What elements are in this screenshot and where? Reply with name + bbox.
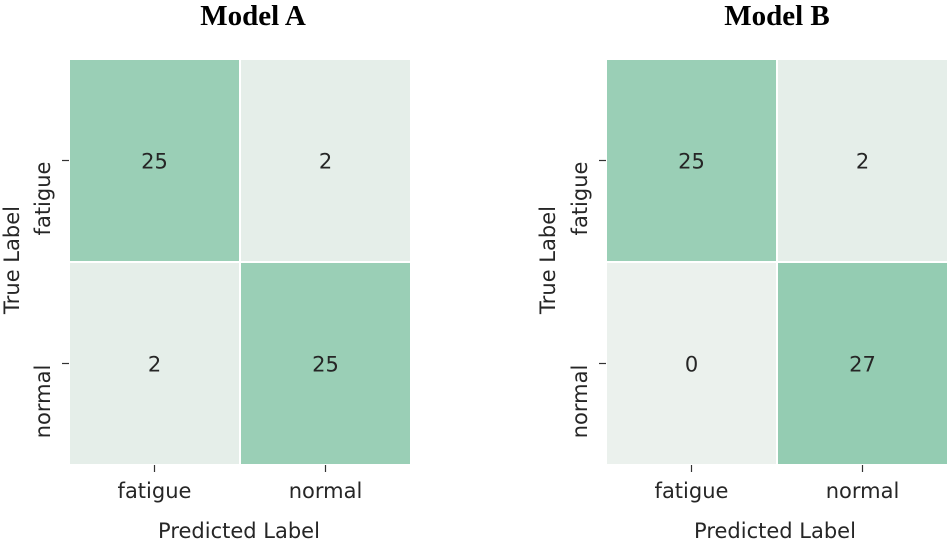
x-tick-label: fatigue [118, 479, 192, 503]
cell-value-label: 2 [148, 353, 161, 377]
x-tick-label: fatigue [655, 479, 729, 503]
y-tick-label: fatigue [568, 162, 592, 236]
panel-model-a: Model A 25 2 2 25 fatigue normal fatigue norma… [0, 0, 412, 543]
heatmap-cells-model-b: 25 2 0 27 [605, 58, 949, 466]
y-tick-label: normal [568, 365, 592, 439]
y-axis-label-model-a: True Label [0, 206, 24, 315]
y-tick-label: fatigue [31, 162, 55, 236]
heatmap-cell-fatigue-fatigue [68, 58, 241, 263]
y-axis-label-model-b: True Label [536, 206, 560, 315]
heatmap-cells-model-a: 25 2 2 25 [68, 58, 412, 466]
ticks-model-b: fatigue normal fatigue normal [568, 159, 900, 503]
cell-value-label: 0 [685, 353, 698, 377]
ticks-model-a: fatigue normal fatigue normal [31, 159, 363, 503]
cell-value-label: 25 [678, 150, 705, 174]
heatmap-cell-normal-normal [239, 261, 412, 466]
heatmap-cell-normal-fatigue [68, 261, 241, 466]
cell-value-label: 25 [312, 353, 339, 377]
chart-title-model-a: Model A [200, 0, 306, 32]
x-axis-label-model-a: Predicted Label [158, 519, 320, 543]
heatmap-cell-fatigue-normal [776, 58, 949, 263]
heatmap-cell-normal-fatigue [605, 261, 778, 466]
x-tick-label: normal [826, 479, 900, 503]
chart-title-model-b: Model B [724, 0, 830, 32]
heatmap-cell-fatigue-normal [239, 58, 412, 263]
x-tick-label: normal [289, 479, 363, 503]
x-axis-label-model-b: Predicted Label [694, 519, 856, 543]
cell-value-label: 2 [856, 150, 869, 174]
cell-value-label: 2 [319, 150, 332, 174]
cell-value-label: 25 [141, 150, 168, 174]
panel-model-b: Model B 25 2 0 27 fatigue normal fatigue norma… [536, 0, 949, 543]
y-tick-label: normal [31, 365, 55, 439]
cell-value-label: 27 [849, 353, 876, 377]
